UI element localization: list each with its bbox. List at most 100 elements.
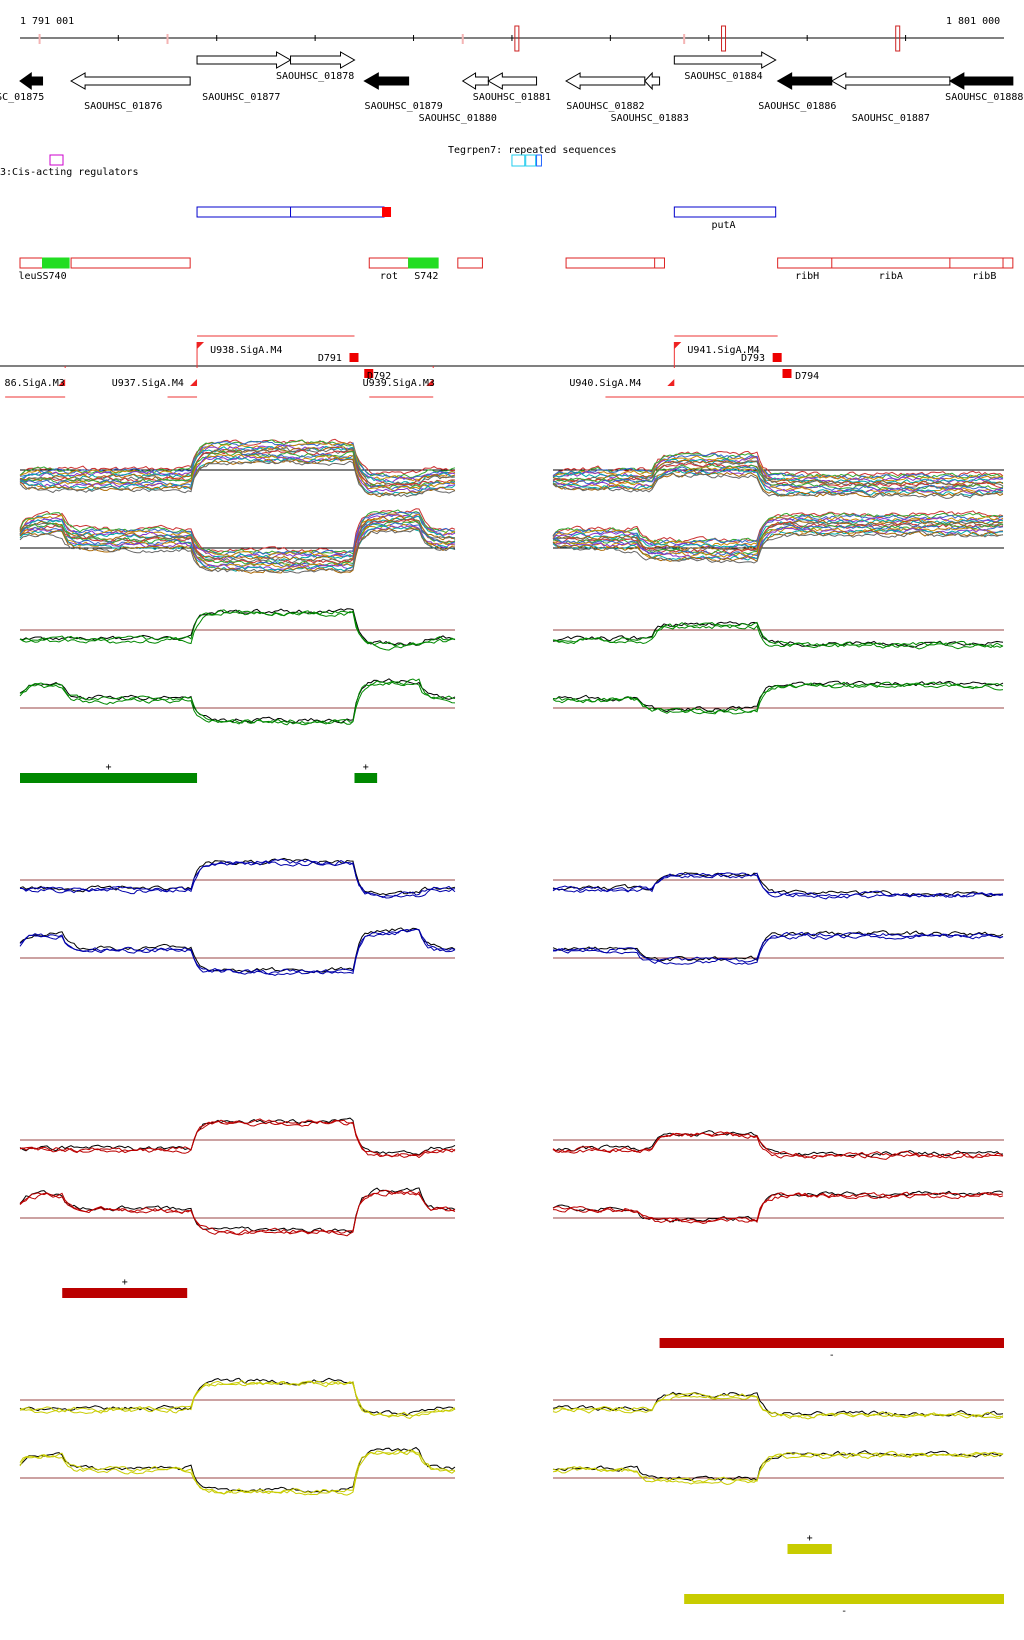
segment-bar (787, 1544, 832, 1554)
expression-profile-line (19, 445, 456, 485)
segment-bar (659, 1338, 1004, 1348)
terminator-mark (364, 369, 374, 378)
gene-label: SAOUHSC_01878 (276, 71, 354, 82)
tu-promoter-flag (674, 342, 682, 349)
expression-tracks (19, 438, 1004, 1496)
expression-profile-line (19, 858, 456, 899)
gene-arrow (948, 72, 1014, 90)
ruler-mark-red (895, 25, 901, 52)
genome-ruler: 1 791 001 1 801 000 (20, 16, 1004, 52)
expression-profile-line (552, 472, 1004, 499)
expression-profile-line (19, 1119, 456, 1159)
expression-profile-line (19, 514, 456, 560)
annotation-box (19, 257, 44, 269)
tu-promoter-flag (58, 379, 66, 386)
expression-profile-line (552, 529, 1004, 563)
expression-profile-line (552, 1451, 1004, 1486)
gene-label: SAOUHSC_01875 (0, 92, 44, 103)
tu-label: U938.SigA.M4 (210, 345, 282, 356)
gene-arrow (830, 72, 951, 90)
gene-label: SAOUHSC_01882 (566, 101, 644, 112)
repeat-sequence-box (511, 154, 526, 167)
gene-track: SAOUHSC_01875 SAOUHSC_01876 SAOUHSC_01877 S… (0, 51, 1023, 124)
gene-arrow (19, 72, 44, 90)
annotation-track: leuSS740 rot S742 ribH ribA ribB (18, 257, 1014, 282)
expression-profile-line (19, 438, 456, 476)
expression-profile-line (19, 515, 456, 564)
ruler-mark-red (514, 25, 520, 52)
expression-profile-line (552, 465, 1004, 493)
repeat-sequences-label: Tegrpen7: repeated sequences (448, 145, 617, 156)
gene-label: SAOUHSC_01876 (84, 101, 162, 112)
repeat-sequence-box (536, 154, 542, 167)
expression-profile-line (552, 1191, 1004, 1225)
expression-profile-line (19, 1449, 456, 1495)
expression-profile-line (552, 529, 1004, 561)
expression-profile-line (19, 1118, 456, 1157)
annotation-box (368, 257, 410, 269)
expression-profile-line (552, 623, 1004, 650)
expression-profile-line (552, 466, 1004, 494)
gene-label: SAOUHSC_01881 (473, 92, 551, 103)
tu-label: U941.SigA.M4 (687, 345, 759, 356)
operon-track: putA (196, 206, 777, 231)
segment-bar (62, 1288, 188, 1298)
expression-profile-line (19, 611, 455, 651)
operon-end-mark (382, 207, 392, 217)
annotation-label: ribA (879, 271, 903, 282)
expression-profile-line (552, 681, 1004, 715)
segment-strand-label: + (363, 762, 369, 773)
ruler-ticks (38, 25, 907, 52)
expression-profile-line (552, 456, 1004, 484)
terminator-mark (349, 353, 359, 362)
repeat-sequence-box (525, 154, 537, 167)
expression-profile-line (19, 520, 456, 567)
expression-profile-line (552, 468, 1004, 495)
segment-bar (684, 1594, 1004, 1604)
cis-regulator-legend-box (49, 154, 64, 166)
expression-profile-line (19, 446, 456, 486)
terminator-mark (782, 369, 792, 378)
expression-profile-line (552, 1191, 1004, 1224)
terminator-mark (772, 353, 782, 362)
gene-arrow (487, 72, 538, 90)
tu-label: U940.SigA.M4 (569, 378, 641, 389)
gene-label: SAOUHSC_01886 (758, 101, 836, 112)
tu-promoter-flag (190, 379, 198, 386)
gene-arrow (290, 51, 356, 69)
operon-label: putA (711, 220, 735, 231)
expression-profile-line (552, 871, 1004, 898)
annotation-box (408, 257, 439, 269)
expression-profile-line (19, 1187, 456, 1234)
expression-profile-line (19, 459, 456, 498)
annotation-label: ribB (972, 271, 996, 282)
cis-regulator-legend-label: 3:Cis-acting regulators (0, 167, 138, 178)
expression-profile-line (552, 621, 1004, 648)
expression-profile-line (552, 530, 1004, 564)
operon-box (673, 206, 777, 218)
tu-promoter-flag (667, 379, 675, 386)
gene-arrow (565, 72, 646, 90)
ruler-start-label: 1 791 001 (20, 16, 74, 27)
annotation-box (777, 257, 1014, 269)
expression-profile-line (552, 510, 1004, 543)
expression-profile-line (19, 450, 456, 489)
transcription-unit-track: 86.SigA.M3 U937.SigA.M4 U938.SigA.M4 D791 D7… (0, 335, 1024, 398)
expression-profile-line (552, 468, 1004, 497)
tu-label: U937.SigA.M4 (112, 378, 184, 389)
expression-profile-line (19, 522, 456, 568)
tu-label: U939.SigA.M3 (363, 378, 435, 389)
expression-profile-line (552, 1130, 1004, 1158)
annotation-box (565, 257, 665, 269)
expression-profile-line (552, 526, 1004, 559)
expression-profile-line (19, 1191, 456, 1237)
annotation-label: S742 (414, 271, 438, 282)
segment-strand-label: - (829, 1350, 835, 1361)
expression-profile-line (552, 872, 1004, 900)
expression-profile-line (19, 928, 456, 976)
expression-profile-line (552, 453, 1004, 481)
expression-profile-line (552, 452, 1004, 479)
expression-profile-line (19, 457, 456, 498)
gene-arrow (70, 72, 191, 90)
